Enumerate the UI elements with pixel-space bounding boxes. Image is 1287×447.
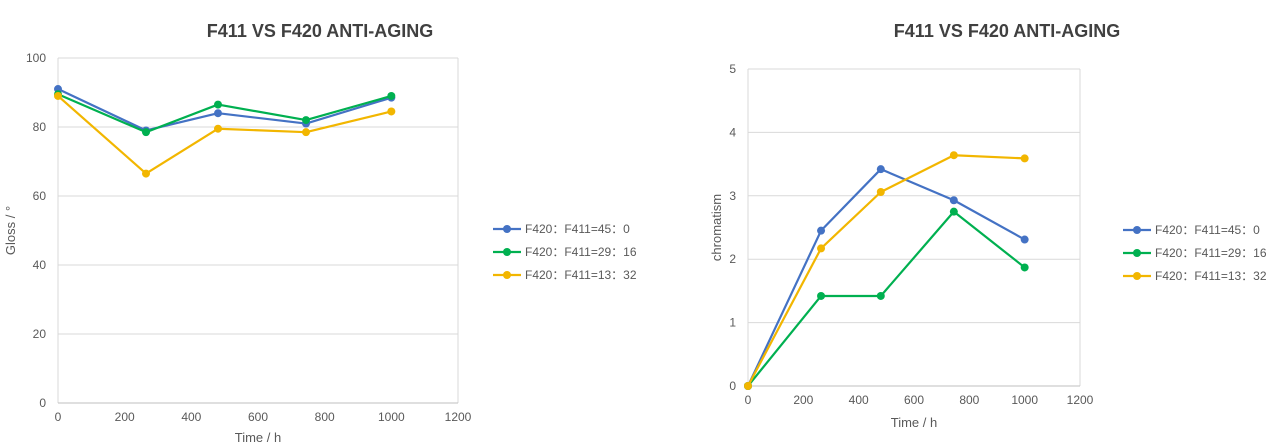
y-tick-label: 3 <box>729 189 736 203</box>
data-point <box>142 128 150 137</box>
data-point <box>214 109 222 118</box>
legend-marker <box>503 248 511 256</box>
chart-title: F411 VS F420 ANTI-AGING <box>894 21 1120 41</box>
data-point <box>387 91 396 100</box>
data-point <box>1020 154 1029 163</box>
legend-marker <box>1133 249 1141 257</box>
data-point <box>387 107 396 116</box>
data-point <box>817 226 826 235</box>
legend-marker <box>1133 272 1141 280</box>
x-tick-label: 0 <box>55 410 62 424</box>
legend-marker <box>503 225 511 233</box>
data-point <box>817 244 826 253</box>
legend-label: F420：F411=13：32 <box>1155 269 1267 283</box>
y-tick-label: 0 <box>39 396 46 410</box>
x-axis-label: Time / h <box>891 415 937 430</box>
series-line <box>747 168 1026 387</box>
data-point <box>214 124 222 133</box>
data-point <box>876 165 885 174</box>
x-tick-label: 600 <box>248 410 268 424</box>
y-tick-label: 20 <box>33 327 47 341</box>
x-tick-label: 200 <box>793 393 813 407</box>
chromatism-chart: F411 VS F420 ANTI-AGING 0 1 2 3 4 5 0 200 400 600 8… <box>680 0 1287 447</box>
x-tick-label: 0 <box>745 393 752 407</box>
series-line <box>57 95 392 175</box>
y-tick-label: 5 <box>729 62 736 76</box>
x-tick-label: 600 <box>904 393 924 407</box>
data-point <box>949 207 958 216</box>
y-axis-label: Gloss / ° <box>3 206 18 255</box>
x-axis-label: Time / h <box>235 430 281 445</box>
x-tick-label: 1000 <box>1011 393 1038 407</box>
data-point <box>876 291 885 300</box>
data-point <box>214 100 222 109</box>
chart-title: F411 VS F420 ANTI-AGING <box>207 21 433 41</box>
x-tick-label: 800 <box>315 410 335 424</box>
y-tick-label: 100 <box>26 51 46 65</box>
legend-label: F420：F411=29：16 <box>1155 246 1267 260</box>
y-tick-label: 80 <box>33 120 47 134</box>
y-tick-label: 40 <box>33 258 47 272</box>
x-tick-label: 800 <box>959 393 979 407</box>
gloss-chart: F411 VS F420 ANTI-AGING 0 20 40 60 80 100 0 200 4… <box>3 21 637 445</box>
data-point <box>142 169 150 178</box>
legend-marker <box>503 271 511 279</box>
x-tick-label: 1200 <box>445 410 472 424</box>
y-tick-label: 2 <box>729 252 736 266</box>
data-point <box>302 116 310 125</box>
legend-label: F420：F411=45：0 <box>525 222 630 236</box>
data-point <box>817 291 826 300</box>
y-axis-label: chromatism <box>709 194 724 261</box>
data-point <box>744 382 752 390</box>
legend-marker <box>1133 226 1141 234</box>
x-tick-label: 1200 <box>1067 393 1094 407</box>
y-tick-label: 60 <box>33 189 47 203</box>
x-tick-label: 1000 <box>378 410 405 424</box>
y-tick-label: 4 <box>729 125 736 139</box>
data-point <box>302 128 310 137</box>
y-tick-label: 0 <box>729 379 736 393</box>
data-point <box>949 151 958 160</box>
data-point <box>1020 263 1029 272</box>
y-tick-label: 1 <box>729 316 736 330</box>
data-point <box>1020 235 1029 244</box>
legend-label: F420：F411=13：32 <box>525 268 637 282</box>
x-tick-label: 200 <box>115 410 135 424</box>
legend-label: F420：F411=45：0 <box>1155 223 1260 237</box>
x-tick-label: 400 <box>849 393 869 407</box>
data-point <box>949 196 958 205</box>
legend-label: F420：F411=29：16 <box>525 245 637 259</box>
data-point <box>54 91 62 100</box>
chromatism-chart-svg: F411 VS F420 ANTI-AGING 0 1 2 3 4 5 0 200 400 600 8… <box>709 21 1267 430</box>
x-tick-label: 400 <box>181 410 201 424</box>
data-point <box>876 187 885 196</box>
series-line <box>747 154 1025 387</box>
